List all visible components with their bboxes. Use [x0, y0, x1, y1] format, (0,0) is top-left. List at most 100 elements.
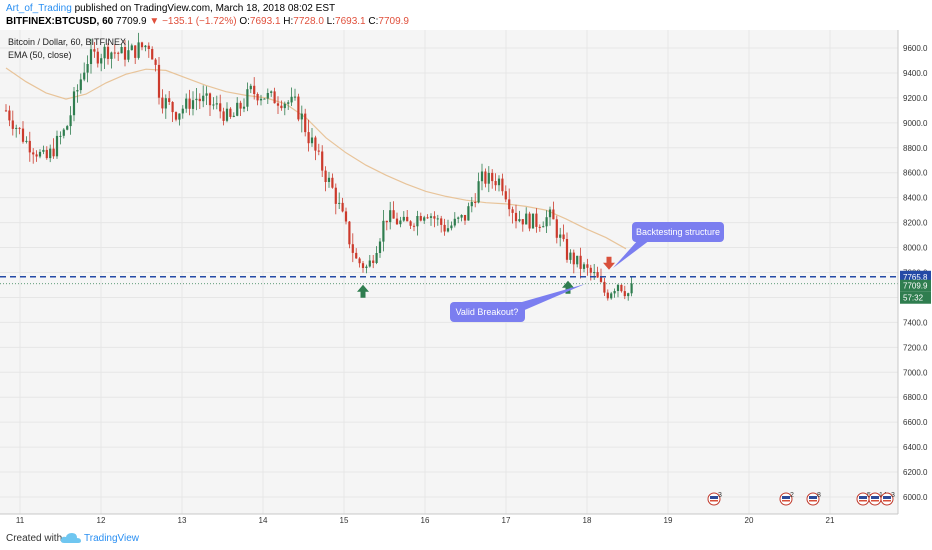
candle	[321, 145, 324, 177]
high-label: H:	[283, 16, 294, 27]
candle-body	[426, 217, 429, 219]
candle	[372, 255, 375, 269]
candle-body	[276, 103, 280, 106]
candle	[450, 221, 453, 231]
candle-body	[569, 252, 572, 260]
candle	[290, 87, 293, 106]
candle	[382, 210, 385, 252]
candle	[45, 146, 48, 160]
candle	[140, 41, 144, 51]
candle	[518, 210, 521, 223]
up-arrow-icon	[357, 284, 369, 298]
candle-body	[511, 209, 514, 213]
candle	[470, 197, 473, 213]
callouts-layer: Backtesting structure Valid Breakout?	[450, 222, 724, 322]
candle-body	[463, 215, 467, 221]
candle	[623, 285, 626, 300]
candle	[310, 128, 314, 147]
footer: Created with TradingView	[0, 528, 932, 550]
event-flag[interactable]: 3	[880, 492, 895, 506]
candle-body	[579, 255, 582, 269]
candle-body	[338, 202, 341, 204]
down-arrow-icon	[603, 256, 615, 270]
candle-body	[324, 170, 327, 182]
candle	[477, 172, 480, 204]
candle	[185, 93, 188, 113]
candle	[484, 168, 487, 188]
candle	[365, 264, 368, 274]
candle	[15, 124, 18, 138]
candle	[460, 214, 463, 222]
candle-body	[623, 291, 626, 297]
candle	[535, 208, 538, 233]
down-arrow-icon: ▼	[149, 16, 160, 27]
event-flag[interactable]: 2	[779, 492, 794, 506]
candle	[256, 92, 259, 106]
candle-body	[521, 219, 524, 225]
candle	[259, 94, 263, 106]
candle-body	[83, 72, 86, 80]
date-tick-label: 18	[583, 516, 592, 525]
candle	[620, 284, 623, 293]
candle	[443, 218, 446, 236]
candle	[474, 193, 477, 208]
flag-stripe	[782, 500, 790, 502]
candle-body	[484, 171, 487, 184]
price-chart[interactable]: Backtesting structure Valid Breakout? 3 2…	[0, 30, 932, 528]
candle-body	[249, 85, 252, 90]
price-tick-label: 8200.0	[903, 219, 928, 228]
candle-body	[341, 202, 344, 212]
flag-stripe	[809, 500, 817, 502]
candle-body	[256, 94, 259, 101]
candle	[93, 42, 96, 58]
candle-body	[25, 140, 28, 142]
candle-body	[385, 220, 388, 223]
time-scale[interactable]	[0, 514, 932, 528]
date-tick-label: 15	[340, 516, 349, 525]
candle-body	[287, 102, 290, 104]
candle	[341, 197, 344, 213]
candle-body	[429, 216, 433, 218]
price-tag-bg	[900, 291, 931, 304]
candle-body	[185, 98, 188, 109]
candle	[4, 104, 8, 112]
candle	[137, 32, 140, 60]
flag-canton	[710, 496, 718, 499]
candle	[297, 93, 300, 122]
candle	[436, 214, 439, 226]
event-count: 8	[817, 492, 821, 499]
event-flag[interactable]: 3	[707, 492, 722, 506]
candle	[236, 97, 239, 117]
candle-body	[474, 202, 477, 203]
candle	[130, 43, 133, 51]
candle-body	[487, 172, 490, 184]
candle-body	[596, 272, 599, 278]
event-count: 2	[790, 492, 794, 499]
candle	[106, 43, 110, 65]
tradingview-brand[interactable]: TradingView	[84, 533, 140, 544]
candle	[86, 55, 89, 83]
candle-body	[535, 213, 538, 227]
candle	[62, 128, 65, 139]
candle-body	[436, 218, 439, 220]
candle-body	[440, 218, 443, 225]
date-tick-label: 13	[178, 516, 187, 525]
candle	[212, 97, 215, 110]
event-flag[interactable]: 8	[806, 492, 821, 506]
candle-body	[467, 206, 470, 221]
candle	[195, 88, 198, 111]
candle	[355, 248, 358, 259]
candle	[66, 124, 69, 131]
flag-stripe	[859, 500, 867, 502]
candle	[32, 148, 35, 164]
candle-body	[42, 149, 45, 152]
candle	[589, 264, 592, 281]
candle-body	[402, 216, 405, 221]
candle-body	[89, 49, 93, 64]
candle	[249, 83, 252, 94]
author-link[interactable]: Art_of_Trading	[6, 3, 72, 14]
candle-body	[525, 213, 528, 225]
date-tick-label: 20	[745, 516, 754, 525]
candle-body	[423, 217, 426, 221]
candle	[283, 101, 286, 116]
